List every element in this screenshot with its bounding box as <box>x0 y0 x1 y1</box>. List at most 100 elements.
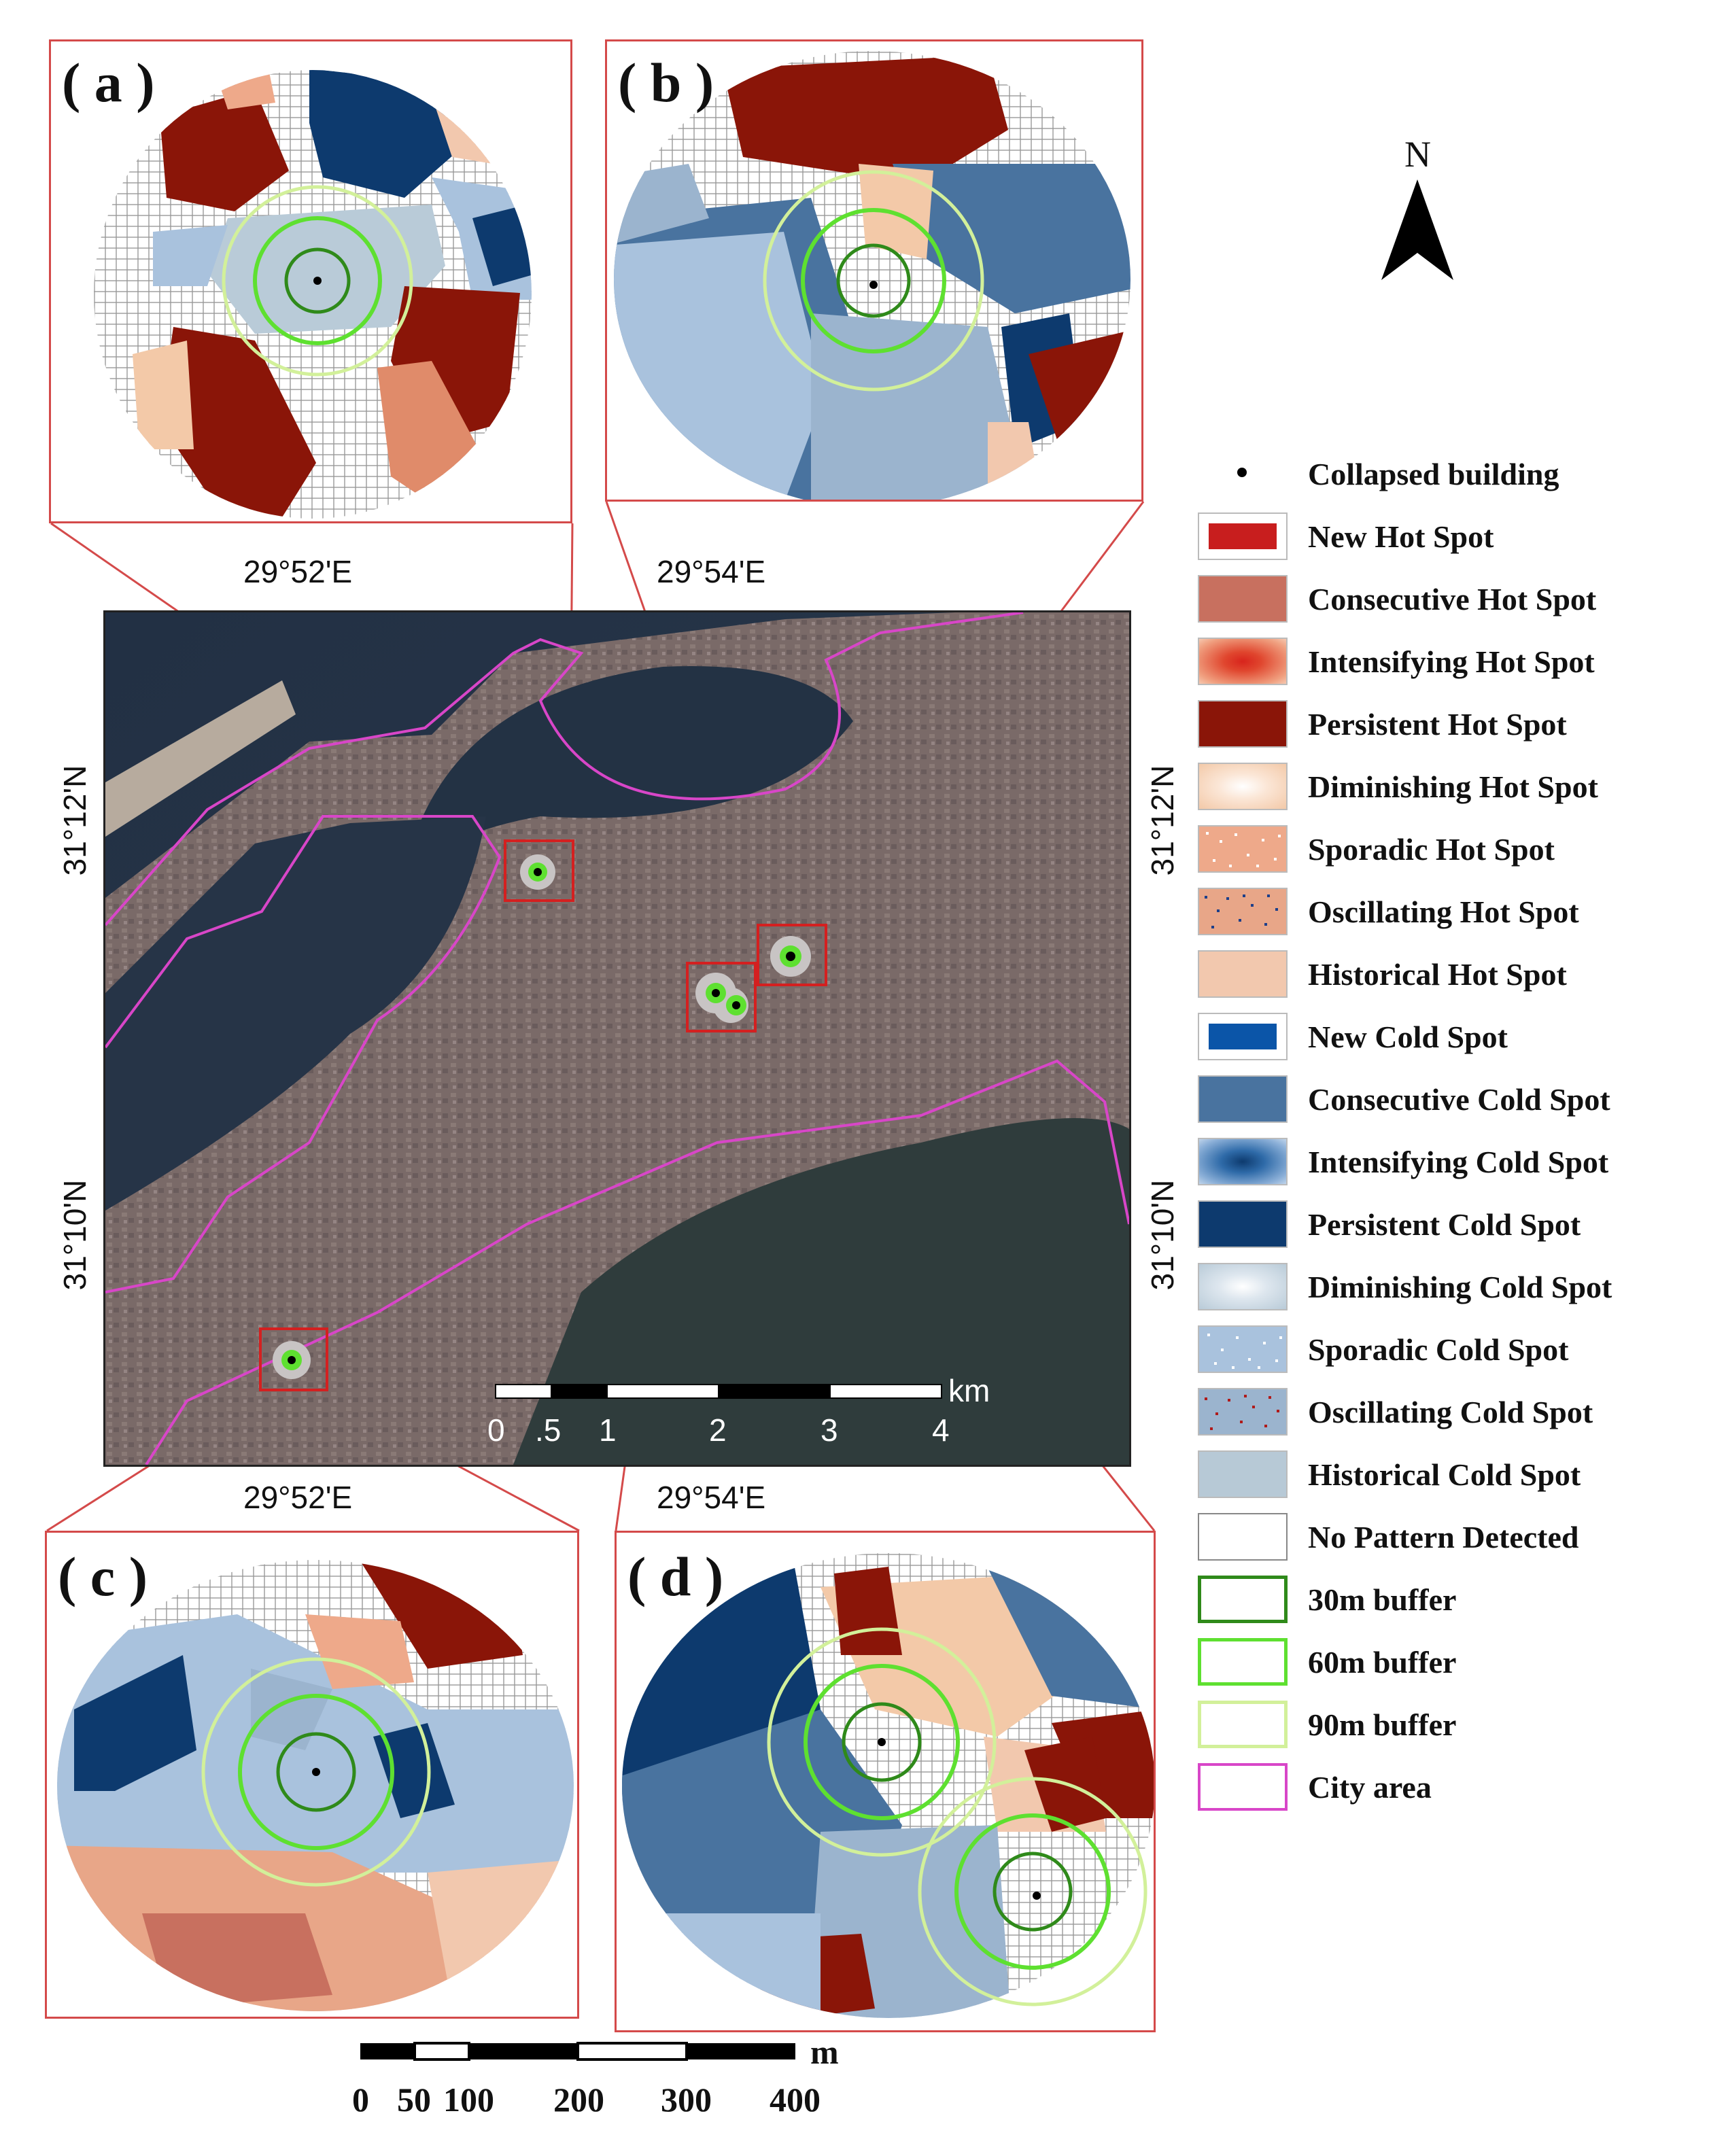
m-tick-100: 100 <box>443 2081 494 2119</box>
oscillating-hot-spot-swatch <box>1198 888 1288 935</box>
m-tick-400: 400 <box>770 2081 821 2119</box>
legend-item-buffer-30m: 30m buffer <box>1198 1574 1456 1624</box>
legend-item-oscillating-hot-spot: Oscillating Hot Spot <box>1198 886 1579 937</box>
legend-item-historical-cold-spot: Historical Cold Spot <box>1198 1449 1581 1499</box>
legend-item-new-hot-spot: New Hot Spot <box>1198 511 1494 561</box>
km-scalebar-unit: km <box>948 1373 990 1408</box>
collapsed-building-dot <box>869 281 878 289</box>
legend-item-city-area: City area <box>1198 1762 1432 1812</box>
km-tick-0: 0 <box>487 1412 505 1448</box>
m-tick-0: 0 <box>352 2081 369 2119</box>
legend-item-consecutive-hot-spot: Consecutive Hot Spot <box>1198 574 1596 624</box>
sporadic-cold-spot-swatch <box>1198 1325 1288 1373</box>
sporadic-hot-spot-swatch <box>1198 825 1288 873</box>
historical-hot-spot-swatch <box>1198 950 1288 998</box>
buffer-60m-ring <box>238 1694 394 1850</box>
inset-panel-c: ( c ) <box>45 1531 579 2019</box>
km-tick-2: 2 <box>709 1412 727 1448</box>
site-marker-b <box>757 924 827 986</box>
inset-panel-b: ( b ) <box>605 39 1143 502</box>
m-tick-50: 50 <box>397 2081 431 2119</box>
buffer-90m-swatch <box>1198 1701 1288 1748</box>
coord-right-upper: 31°12'N <box>1145 765 1180 876</box>
legend-item-oscillating-cold-spot: Oscillating Cold Spot <box>1198 1387 1593 1437</box>
m-tick-200: 200 <box>553 2081 604 2119</box>
city-area-swatch <box>1198 1763 1288 1811</box>
inset-b-map <box>614 51 1130 500</box>
km-scalebar <box>495 1384 942 1399</box>
legend-item-historical-hot-spot: Historical Hot Spot <box>1198 949 1567 999</box>
buffer-90m-ring <box>222 185 413 377</box>
diminishing-cold-spot-swatch <box>1198 1263 1288 1310</box>
coord-left-upper: 31°12'N <box>57 765 92 876</box>
legend-item-diminishing-cold-spot: Diminishing Cold Spot <box>1198 1262 1612 1312</box>
legend-item-intensifying-hot-spot: Intensifying Hot Spot <box>1198 636 1595 686</box>
legend-item-collapsed-building: Collapsed building <box>1198 449 1559 499</box>
inset-panel-d: ( d ) <box>615 1531 1156 2032</box>
buffer-60m-ring-2 <box>954 1813 1111 1970</box>
buffer-30m-ring <box>276 1732 356 1812</box>
buffer-30m-swatch <box>1198 1576 1288 1623</box>
meter-scalebar-bar <box>360 2042 795 2061</box>
historical-cold-spot-swatch <box>1198 1450 1288 1498</box>
legend-item-persistent-cold-spot: Persistent Cold Spot <box>1198 1199 1581 1249</box>
north-arrow-icon <box>1381 179 1453 280</box>
legend-item-sporadic-cold-spot: Sporadic Cold Spot <box>1198 1324 1568 1374</box>
buffer-60m-ring <box>801 208 946 353</box>
inset-panel-a: ( a ) <box>49 39 572 523</box>
collapsed-building-dot-2 <box>1033 1892 1041 1900</box>
intensifying-hot-spot-swatch <box>1198 638 1288 685</box>
main-map: km 0 .5 1 2 3 4 <box>103 610 1131 1467</box>
buffer-60m-ring <box>253 216 382 345</box>
legend-item-intensifying-cold-spot: Intensifying Cold Spot <box>1198 1136 1608 1187</box>
persistent-cold-spot-swatch <box>1198 1200 1288 1248</box>
inset-a-label: ( a ) <box>62 52 155 114</box>
buffer-30m-ring-2 <box>992 1851 1073 1932</box>
buffer-90m-ring <box>763 170 984 392</box>
new-cold-spot-swatch <box>1198 1013 1288 1060</box>
legend-item-buffer-90m: 90m buffer <box>1198 1699 1456 1750</box>
buffer-90m-ring <box>201 1657 431 1887</box>
legend-item-sporadic-hot-spot: Sporadic Hot Spot <box>1198 824 1555 874</box>
collapsed-building-dot <box>312 1768 320 1776</box>
north-arrow: N <box>1380 133 1455 283</box>
buffer-90m-ring-2 <box>918 1777 1147 2006</box>
legend-item-new-cold-spot: New Cold Spot <box>1198 1011 1508 1062</box>
coord-right-lower: 31°10'N <box>1145 1179 1180 1291</box>
site-marker-a <box>504 839 574 902</box>
legend-item-diminishing-hot-spot: Diminishing Hot Spot <box>1198 761 1598 812</box>
legend-item-no-pattern: No Pattern Detected <box>1198 1512 1578 1562</box>
new-hot-spot-swatch <box>1198 512 1288 560</box>
coord-top-right: 29°54'E <box>657 554 766 589</box>
inset-b-label: ( b ) <box>618 52 714 114</box>
buffer-60m-ring-1 <box>804 1664 960 1820</box>
m-tick-300: 300 <box>661 2081 712 2119</box>
consecutive-hot-spot-swatch <box>1198 575 1288 623</box>
site-marker-c <box>259 1327 328 1391</box>
legend-item-persistent-hot-spot: Persistent Hot Spot <box>1198 699 1567 749</box>
km-tick-3: 3 <box>821 1412 838 1448</box>
coord-bottom-right: 29°54'E <box>657 1480 766 1515</box>
no-pattern-swatch <box>1198 1513 1288 1561</box>
inset-d-label: ( d ) <box>627 1546 724 1607</box>
city-area-boundary <box>105 612 1024 926</box>
buffer-30m-ring-1 <box>842 1702 922 1782</box>
diminishing-hot-spot-swatch <box>1198 763 1288 810</box>
coord-bottom-left: 29°52'E <box>243 1480 353 1515</box>
oscillating-cold-spot-swatch <box>1198 1388 1288 1436</box>
km-tick-0.5: .5 <box>535 1412 562 1448</box>
meter-scalebar-unit: m <box>810 2033 839 2071</box>
north-label: N <box>1404 134 1431 175</box>
legend-item-consecutive-cold-spot: Consecutive Cold Spot <box>1198 1074 1610 1124</box>
coord-left-lower: 31°10'N <box>57 1179 92 1291</box>
intensifying-cold-spot-swatch <box>1198 1138 1288 1185</box>
satellite-image <box>105 612 1129 1465</box>
inset-a-map <box>94 70 532 519</box>
buffer-30m-ring <box>836 243 911 318</box>
inset-c-map <box>57 1560 574 2011</box>
inset-d-map <box>622 1553 1154 2018</box>
km-tick-1: 1 <box>599 1412 617 1448</box>
collapsed-building-dot-icon <box>1198 450 1288 498</box>
persistent-hot-spot-swatch <box>1198 700 1288 748</box>
legend-item-buffer-60m: 60m buffer <box>1198 1637 1456 1687</box>
